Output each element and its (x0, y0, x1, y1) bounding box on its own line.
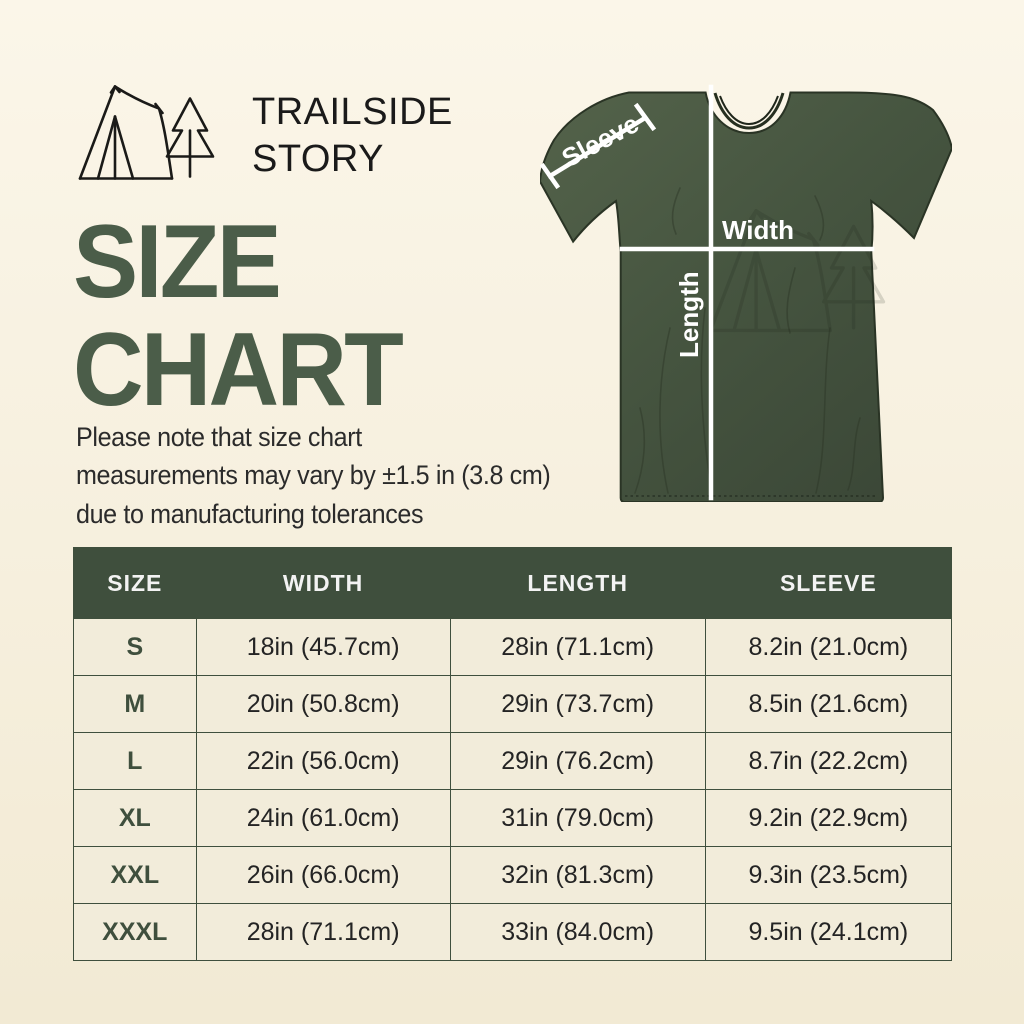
svg-text:Length: Length (674, 271, 704, 358)
svg-text:Width: Width (722, 215, 794, 245)
